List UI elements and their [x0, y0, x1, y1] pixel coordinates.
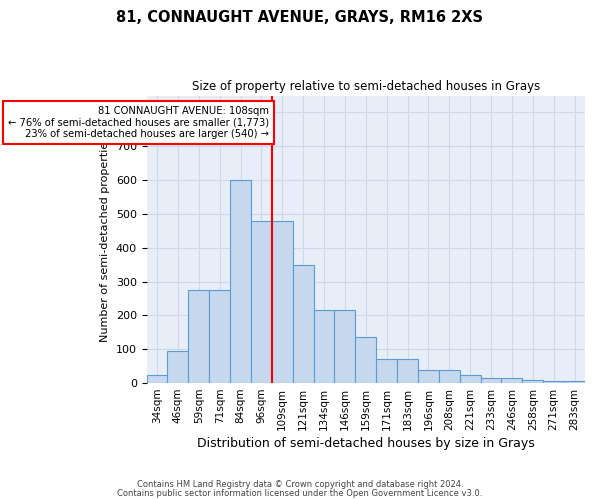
Text: 81 CONNAUGHT AVENUE: 108sqm
← 76% of semi-detached houses are smaller (1,773)
23: 81 CONNAUGHT AVENUE: 108sqm ← 76% of sem…: [8, 106, 269, 139]
Bar: [334, 310, 355, 383]
Bar: [564, 382, 585, 383]
Bar: [251, 220, 272, 383]
Bar: [188, 290, 209, 383]
Bar: [481, 378, 502, 383]
Bar: [502, 378, 523, 383]
Bar: [355, 338, 376, 383]
Bar: [543, 382, 564, 383]
Y-axis label: Number of semi-detached properties: Number of semi-detached properties: [100, 136, 110, 342]
Bar: [293, 264, 314, 383]
Bar: [460, 374, 481, 383]
Bar: [418, 370, 439, 383]
Bar: [272, 220, 293, 383]
Bar: [439, 370, 460, 383]
Bar: [523, 380, 543, 383]
Text: Contains public sector information licensed under the Open Government Licence v3: Contains public sector information licen…: [118, 488, 482, 498]
Text: 81, CONNAUGHT AVENUE, GRAYS, RM16 2XS: 81, CONNAUGHT AVENUE, GRAYS, RM16 2XS: [116, 10, 484, 25]
Bar: [376, 360, 397, 383]
Text: Contains HM Land Registry data © Crown copyright and database right 2024.: Contains HM Land Registry data © Crown c…: [137, 480, 463, 489]
X-axis label: Distribution of semi-detached houses by size in Grays: Distribution of semi-detached houses by …: [197, 437, 535, 450]
Bar: [397, 360, 418, 383]
Bar: [314, 310, 334, 383]
Bar: [209, 290, 230, 383]
Title: Size of property relative to semi-detached houses in Grays: Size of property relative to semi-detach…: [191, 80, 540, 93]
Bar: [167, 351, 188, 383]
Bar: [230, 180, 251, 383]
Bar: [146, 374, 167, 383]
